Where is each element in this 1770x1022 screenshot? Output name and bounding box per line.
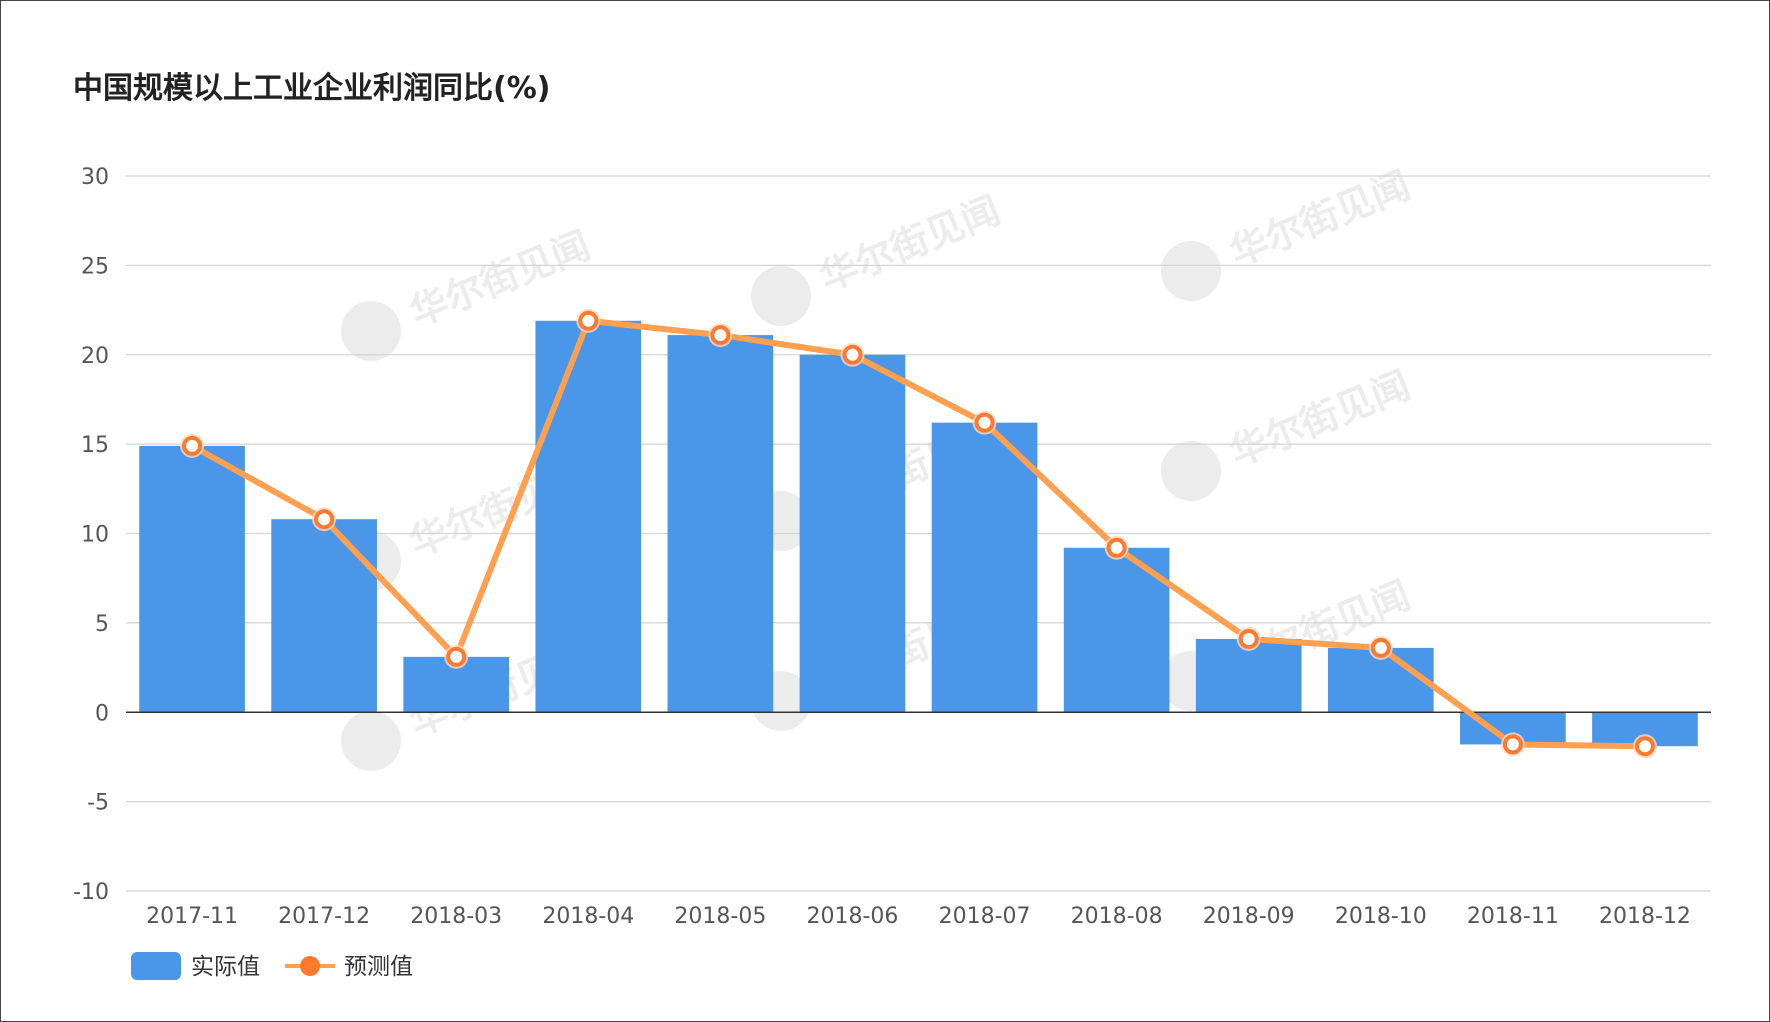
legend-item-actual[interactable]: 实际值: [131, 952, 260, 980]
bar: [931, 422, 1038, 713]
x-tick-label: 2018-06: [806, 904, 898, 929]
watermark-logo-icon: [341, 301, 401, 361]
legend: 实际值 预测值: [131, 952, 413, 980]
x-tick-label: 2018-11: [1467, 904, 1559, 929]
y-tick-label: 10: [81, 523, 109, 548]
forecast-line: [189, 317, 1648, 750]
line-point: [446, 646, 467, 667]
watermark-text: 华尔街见闻: [404, 223, 597, 335]
x-tick-label: 2018-03: [410, 904, 502, 929]
y-tick-label: -5: [87, 791, 109, 816]
x-tick-label: 2018-09: [1203, 904, 1295, 929]
line-point: [1238, 628, 1259, 649]
y-tick-label: 0: [95, 701, 109, 726]
line-point: [710, 325, 731, 346]
watermark-logo-icon: [1161, 241, 1221, 301]
bar: [667, 335, 774, 713]
watermark-logo-icon: [1161, 441, 1221, 501]
x-tick-label: 2018-08: [1071, 904, 1163, 929]
bar: [799, 354, 906, 713]
bar: [1195, 638, 1302, 713]
x-tick-label: 2018-07: [939, 904, 1031, 929]
y-tick-label: 15: [81, 433, 109, 458]
x-tick-label: 2018-12: [1599, 904, 1691, 929]
x-tick-label: 2018-04: [542, 904, 634, 929]
line-series: [180, 308, 1657, 759]
line-point: [1106, 537, 1127, 558]
y-tick-label: 30: [81, 165, 109, 190]
line-point: [578, 310, 599, 331]
line-point: [1502, 734, 1523, 755]
y-tick-label: 5: [95, 612, 109, 637]
line-point: [1634, 736, 1655, 757]
line-point: [842, 344, 863, 365]
y-axis-ticks: 30 25 20 15 10 5 0 -5 -10: [73, 165, 109, 905]
watermark: 华尔街见闻: [751, 188, 1007, 326]
watermark-text: 华尔街见闻: [1224, 363, 1417, 475]
watermark-text: 华尔街见闻: [814, 188, 1007, 300]
line-point: [974, 412, 995, 433]
x-axis-ticks: 2017-11 2017-12 2018-03 2018-04 2018-05 2018-…: [146, 904, 1691, 929]
legend-item-forecast[interactable]: 预测值: [285, 954, 413, 980]
y-tick-label: 20: [81, 344, 109, 369]
legend-swatch-bar: [131, 952, 181, 980]
bar: [271, 519, 377, 713]
watermark: 华尔街见闻: [1161, 363, 1417, 501]
line-point: [1370, 637, 1391, 658]
bar: [535, 320, 642, 713]
watermark-logo-icon: [341, 711, 401, 771]
y-tick-label: 25: [81, 254, 109, 279]
x-tick-label: 2017-11: [146, 904, 238, 929]
legend-label: 实际值: [191, 954, 260, 980]
legend-swatch-marker: [300, 956, 320, 976]
x-tick-label: 2018-10: [1335, 904, 1427, 929]
line-point: [182, 435, 203, 456]
chart-title: 中国规模以上工业企业利润同比(%): [73, 71, 551, 106]
watermark-logo-icon: [751, 266, 811, 326]
line-point: [314, 509, 335, 530]
watermark-text: 华尔街见闻: [1224, 163, 1417, 275]
grid-lines: [126, 175, 1711, 892]
y-tick-label: -10: [73, 880, 109, 905]
watermark: 华尔街见闻: [1161, 163, 1417, 301]
x-tick-label: 2018-05: [674, 904, 766, 929]
legend-label: 预测值: [344, 954, 413, 980]
x-tick-label: 2017-12: [278, 904, 370, 929]
bar: [139, 445, 245, 713]
